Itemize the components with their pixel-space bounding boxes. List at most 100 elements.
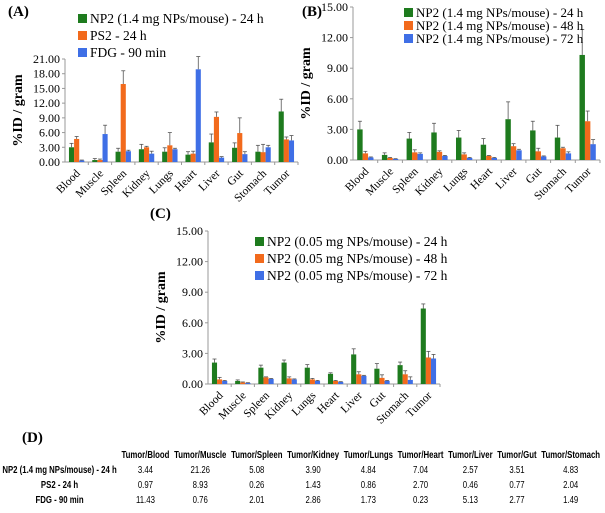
table-cell: 4.83: [563, 465, 579, 476]
bar: [530, 130, 536, 160]
legend-swatch: [78, 31, 87, 40]
bar: [314, 380, 321, 384]
bar: [143, 147, 150, 162]
bar: [286, 378, 292, 384]
bar: [384, 380, 390, 384]
table-cell: 2.04: [563, 480, 579, 491]
col-header: Tumor/Muscle: [174, 450, 227, 461]
bar: [92, 160, 98, 162]
corner-cell: [0, 448, 119, 463]
bar: [397, 365, 403, 384]
y-tick-label: 9.00: [327, 61, 348, 75]
y-tick-label: 15.00: [176, 224, 203, 238]
bar: [412, 152, 418, 160]
panel-label-d: (D): [22, 430, 43, 446]
y-tick-label: 3.00: [182, 346, 203, 360]
bar: [237, 133, 243, 162]
y-tick-label: 6.00: [39, 126, 60, 140]
legend-swatch: [78, 48, 87, 57]
table-cell: 2.01: [249, 495, 265, 506]
panel-label-c: (C): [150, 206, 171, 222]
bar: [211, 362, 218, 384]
y-axis-label: %ID / gram: [299, 47, 314, 120]
bar: [406, 138, 413, 160]
x-tick-label: Liver: [339, 390, 365, 416]
bar: [362, 153, 369, 160]
bar: [240, 382, 246, 384]
row-header: FDG - 90 min: [35, 495, 84, 506]
table-row: PS2 - 24 h 0.97 8.93 0.26 1.43 0.86 2.70 0.46 0.…: [0, 478, 602, 493]
bar: [97, 160, 103, 162]
bar: [242, 154, 248, 162]
y-tick-label: 0.00: [182, 377, 203, 391]
bar: [491, 157, 498, 160]
bar: [392, 158, 399, 160]
table-cell: 2.86: [305, 495, 321, 506]
bar: [115, 151, 121, 162]
table-cell: 1.43: [305, 480, 321, 491]
x-tick-label: Heart: [173, 167, 200, 194]
bar: [235, 380, 241, 384]
bar: [268, 378, 274, 384]
bar: [554, 137, 561, 160]
bar: [281, 362, 287, 384]
bar: [486, 155, 492, 160]
bar: [265, 147, 271, 162]
bar: [425, 357, 431, 384]
bar: [138, 149, 144, 162]
bar: [125, 151, 131, 162]
legend-swatch: [255, 271, 264, 280]
bar: [357, 129, 363, 160]
y-tick-label: 6.00: [182, 316, 203, 330]
row-header: PS2 - 24 h: [40, 480, 79, 491]
panel-label-a: (A): [8, 4, 29, 20]
bar: [505, 119, 511, 160]
panel-label-b: (B): [302, 4, 322, 20]
table-cell: 4.84: [360, 465, 376, 476]
bar: [304, 367, 310, 384]
bar: [407, 379, 413, 384]
bar: [510, 146, 517, 160]
col-header: Tumor/Liver: [448, 450, 493, 461]
legend-swatch: [404, 8, 413, 17]
table-cell: 2.77: [509, 495, 525, 506]
bar: [590, 144, 596, 160]
y-tick-label: 18.00: [33, 67, 60, 81]
y-tick-label: 0.00: [327, 153, 348, 167]
bar: [185, 154, 191, 162]
table-row: FDG - 90 min 11.43 0.76 2.01 2.86 1.73 0.23 5.1…: [0, 493, 602, 508]
table-cell: 2.57: [462, 465, 478, 476]
col-header: Tumor/Heart: [397, 450, 444, 461]
bar: [258, 367, 264, 384]
table-cell: 11.43: [135, 495, 155, 506]
bar: [461, 154, 467, 160]
y-tick-label: 0.00: [39, 155, 60, 169]
y-tick-label: 21.00: [33, 52, 60, 66]
bar: [162, 151, 168, 162]
bar: [291, 379, 297, 384]
table-header-row: Tumor/Blood Tumor/Muscle Tumor/Spleen Tu…: [0, 448, 602, 463]
col-header: Tumor/Kidney: [287, 450, 340, 461]
bar: [374, 368, 380, 384]
legend-label: PS2 - 24 h: [90, 28, 147, 43]
bar: [172, 149, 178, 162]
col-header: Tumor/Spleen: [231, 450, 283, 461]
x-tick-label: Tumor: [262, 168, 292, 198]
bar: [260, 152, 266, 162]
y-tick-label: 9.00: [182, 285, 203, 299]
y-tick-label: 15.00: [321, 0, 348, 14]
x-tick-label: Lungs: [147, 167, 176, 196]
bar: [190, 153, 196, 162]
x-tick-label: Heart: [468, 165, 495, 192]
bar: [74, 138, 80, 162]
bar: [149, 153, 155, 162]
table-cell: 8.93: [192, 480, 208, 491]
bar: [351, 354, 357, 384]
bar: [263, 377, 269, 384]
legend-label: NP2 (0.05 mg NPs/mouse) - 48 h: [267, 251, 448, 266]
bar: [420, 308, 426, 384]
bar: [402, 374, 408, 384]
